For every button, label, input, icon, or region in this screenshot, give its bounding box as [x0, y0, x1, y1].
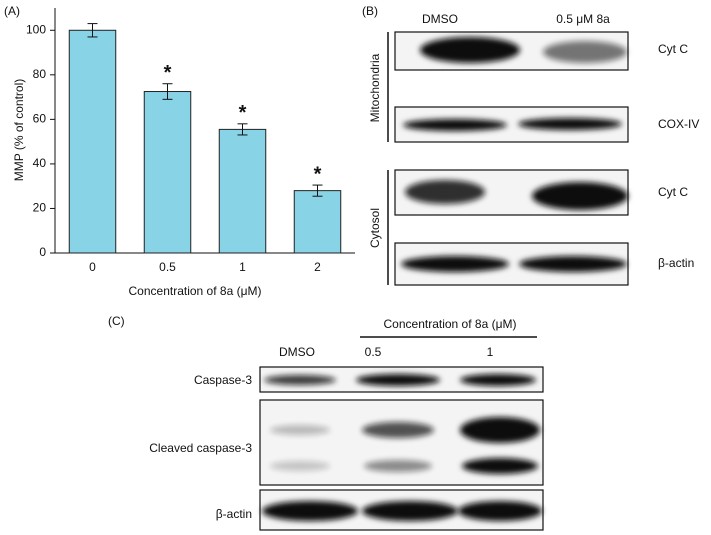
row-label: Cyt C [658, 42, 688, 56]
significance: * [314, 163, 322, 185]
column-label: DMSO [422, 12, 458, 26]
band [532, 182, 628, 210]
panel-c: (C) Concentration of 8a (μM) DMSO 0.5 1 … [108, 314, 544, 531]
panel-label: (C) [108, 314, 125, 328]
significance: * [239, 102, 247, 124]
bar [143, 91, 192, 254]
band [405, 180, 485, 204]
band [270, 461, 330, 471]
x-tick-label: 2 [314, 260, 321, 274]
band [460, 374, 536, 386]
x-tick-label: 0 [89, 260, 96, 274]
band [362, 422, 434, 438]
bar [218, 128, 267, 254]
row-label: COX-IV [658, 117, 699, 131]
y-axis-label: MMP (% of control) [12, 79, 26, 181]
row-label: β-actin [658, 256, 694, 270]
column-label: DMSO [279, 345, 315, 359]
band [270, 425, 330, 435]
panel-a: (A) MMP (% of control) Concentration of … [4, 4, 355, 298]
significance: * [164, 62, 172, 84]
band [356, 374, 440, 386]
y-tick-label: 20 [33, 201, 47, 215]
panel-label: (A) [4, 4, 20, 18]
column-label: 0.5 [365, 345, 382, 359]
band [518, 118, 622, 130]
row-label: Cleaved caspase-3 [149, 441, 252, 455]
column-label: 0.5 μM 8a [556, 12, 610, 26]
band [403, 119, 507, 131]
band [420, 37, 520, 63]
row-label: β-actin [216, 507, 252, 521]
band [264, 375, 336, 385]
band [462, 458, 538, 474]
band [364, 460, 432, 472]
band [519, 256, 627, 272]
x-tick-label: 1 [239, 260, 246, 274]
panel-label: (B) [362, 4, 378, 18]
bar [293, 190, 342, 254]
panel-b: (B) DMSO 0.5 μM 8a Mitochondria Cytosol … [362, 4, 699, 286]
x-tick-label: 0.5 [159, 260, 176, 274]
y-tick-label: 40 [33, 156, 47, 170]
treatment-label: Concentration of 8a (μM) [384, 317, 517, 331]
y-tick-label: 100 [26, 22, 46, 36]
row-label: Cyt C [658, 185, 688, 199]
group-label: Cytosol [368, 208, 382, 248]
bar [68, 29, 117, 254]
y-tick-label: 0 [39, 245, 46, 259]
band [460, 417, 540, 443]
x-axis-label: Concentration of 8a (μM) [129, 284, 262, 298]
y-tick-label: 80 [33, 67, 47, 81]
group-label: Mitochondria [368, 53, 382, 122]
band [543, 41, 627, 63]
band [262, 501, 358, 521]
band [401, 256, 509, 272]
row-label: Caspase-3 [194, 373, 252, 387]
y-tick-label: 60 [33, 112, 47, 126]
band [362, 501, 458, 521]
band [458, 501, 542, 521]
column-label: 1 [487, 345, 494, 359]
